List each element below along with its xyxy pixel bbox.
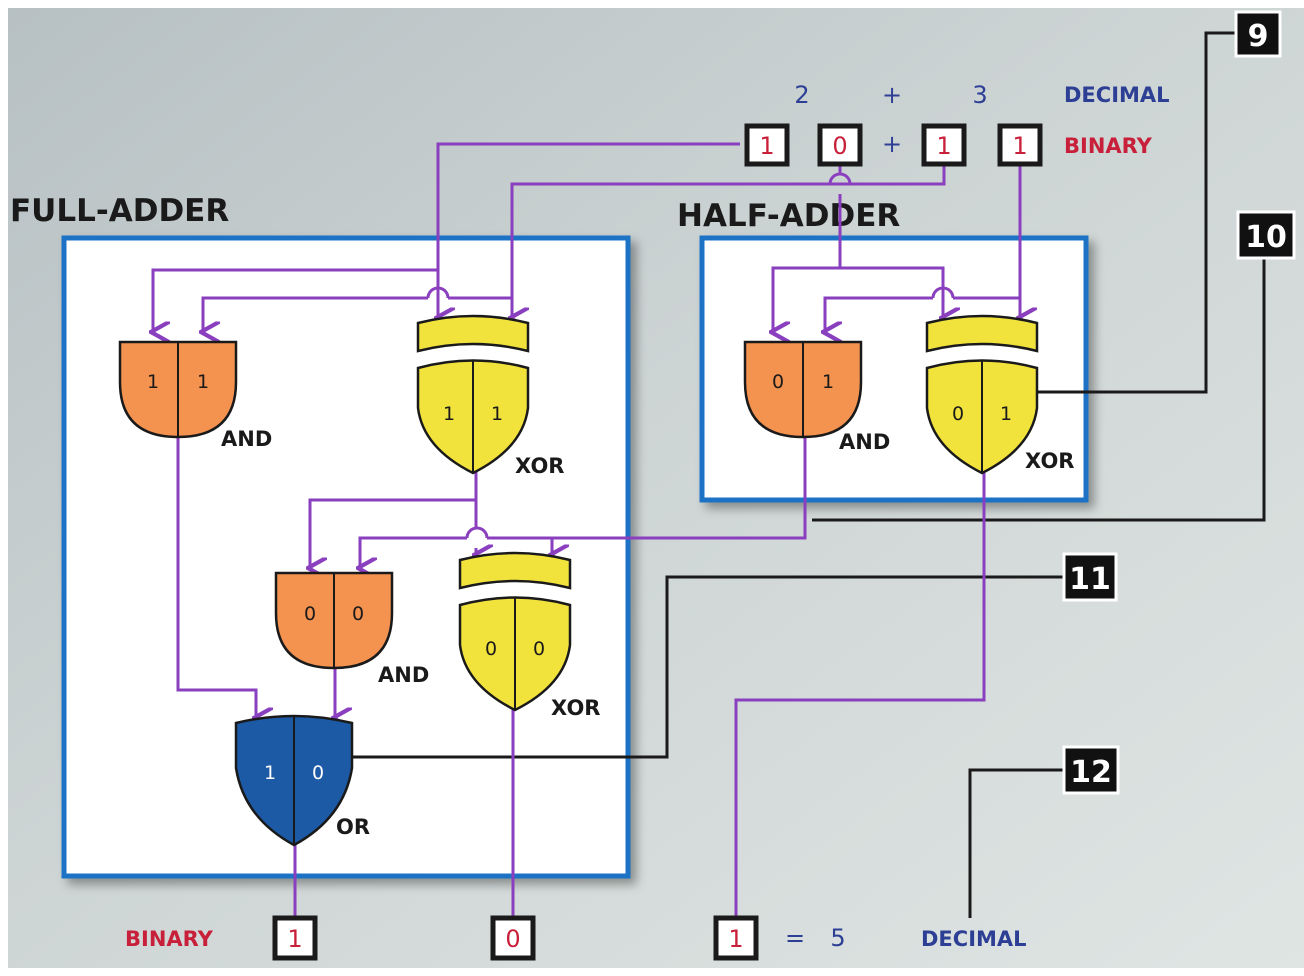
- ha-xor-in-a: 0: [952, 403, 964, 425]
- bit-box-a0: [817, 123, 863, 167]
- fa-xor1-in-a: 1: [443, 403, 455, 425]
- result-bit-2: 1: [287, 925, 302, 953]
- result-box-2: [272, 915, 318, 961]
- decimal-plus: +: [882, 81, 902, 109]
- half-adder-and-gate: [743, 340, 863, 439]
- decimal-a: 2: [794, 81, 809, 109]
- callout-badge-11: [1062, 552, 1118, 602]
- result-decimal-value: 5: [830, 924, 845, 952]
- ha-and-in-b: 1: [822, 371, 834, 393]
- fa-xor1-label: XOR: [515, 454, 564, 478]
- ha-xor-in-b: 1: [1000, 403, 1012, 425]
- fa-or-in-b: 0: [312, 762, 324, 784]
- bit-a0: 0: [832, 132, 847, 160]
- decimal-label-bottom: DECIMAL: [921, 927, 1027, 951]
- fa-and2-in-b: 0: [352, 603, 364, 625]
- bit-a1: 1: [759, 132, 774, 160]
- fa-and1-in-a: 1: [147, 371, 159, 393]
- result-bit-1: 0: [505, 925, 520, 953]
- fa-and1-in-b: 1: [197, 371, 209, 393]
- callout-badge-12: [1062, 745, 1120, 795]
- fa-or-in-a: 1: [264, 762, 276, 784]
- callout-10: 10: [1245, 220, 1287, 255]
- binary-label-bottom: BINARY: [125, 927, 214, 951]
- callout-wire-9: [1037, 31, 1236, 394]
- fa-xor2-in-a: 0: [485, 638, 497, 660]
- ha-and-label: AND: [839, 430, 890, 454]
- callout-wire-10: [812, 258, 1266, 522]
- ha-and-in-a: 0: [772, 371, 784, 393]
- decimal-label-top: DECIMAL: [1064, 83, 1170, 107]
- fa-and2-label: AND: [378, 663, 429, 687]
- callout-badge-9: [1234, 10, 1282, 58]
- fa-or-label: OR: [336, 815, 370, 839]
- full-adder-and-gate-2: [274, 571, 394, 670]
- bit-box-b0: [997, 123, 1043, 167]
- bit-box-a1: [744, 123, 790, 167]
- full-adder-title: FULL-ADDER: [10, 193, 229, 229]
- decimal-b: 3: [972, 81, 987, 109]
- callout-wires: [343, 31, 1266, 918]
- ha-xor-label: XOR: [1025, 449, 1074, 473]
- fa-xor2-in-b: 0: [533, 638, 545, 660]
- fa-xor1-in-b: 1: [491, 403, 503, 425]
- fa-xor2-label: XOR: [551, 696, 600, 720]
- callout-wire-12: [968, 768, 1064, 918]
- full-adder-and-gate-1: [118, 340, 238, 439]
- bit-b0: 1: [1012, 132, 1027, 160]
- callout-12: 12: [1070, 755, 1112, 790]
- callout-badge-10: [1236, 210, 1296, 260]
- result-box-0: [713, 915, 759, 961]
- binary-plus: +: [882, 130, 902, 158]
- callout-wire-11: [343, 575, 1064, 759]
- result-equals: =: [785, 924, 805, 952]
- result-bit-0: 1: [728, 925, 743, 953]
- fa-and2-in-a: 0: [304, 603, 316, 625]
- bit-b1: 1: [936, 132, 951, 160]
- callout-9: 9: [1248, 19, 1269, 54]
- half-adder-title: HALF-ADDER: [677, 198, 900, 234]
- fa-and1-label: AND: [221, 427, 272, 451]
- callout-11: 11: [1069, 562, 1111, 597]
- result-box-1: [490, 915, 536, 961]
- binary-label-top: BINARY: [1064, 134, 1153, 158]
- bit-box-b1: [921, 123, 967, 167]
